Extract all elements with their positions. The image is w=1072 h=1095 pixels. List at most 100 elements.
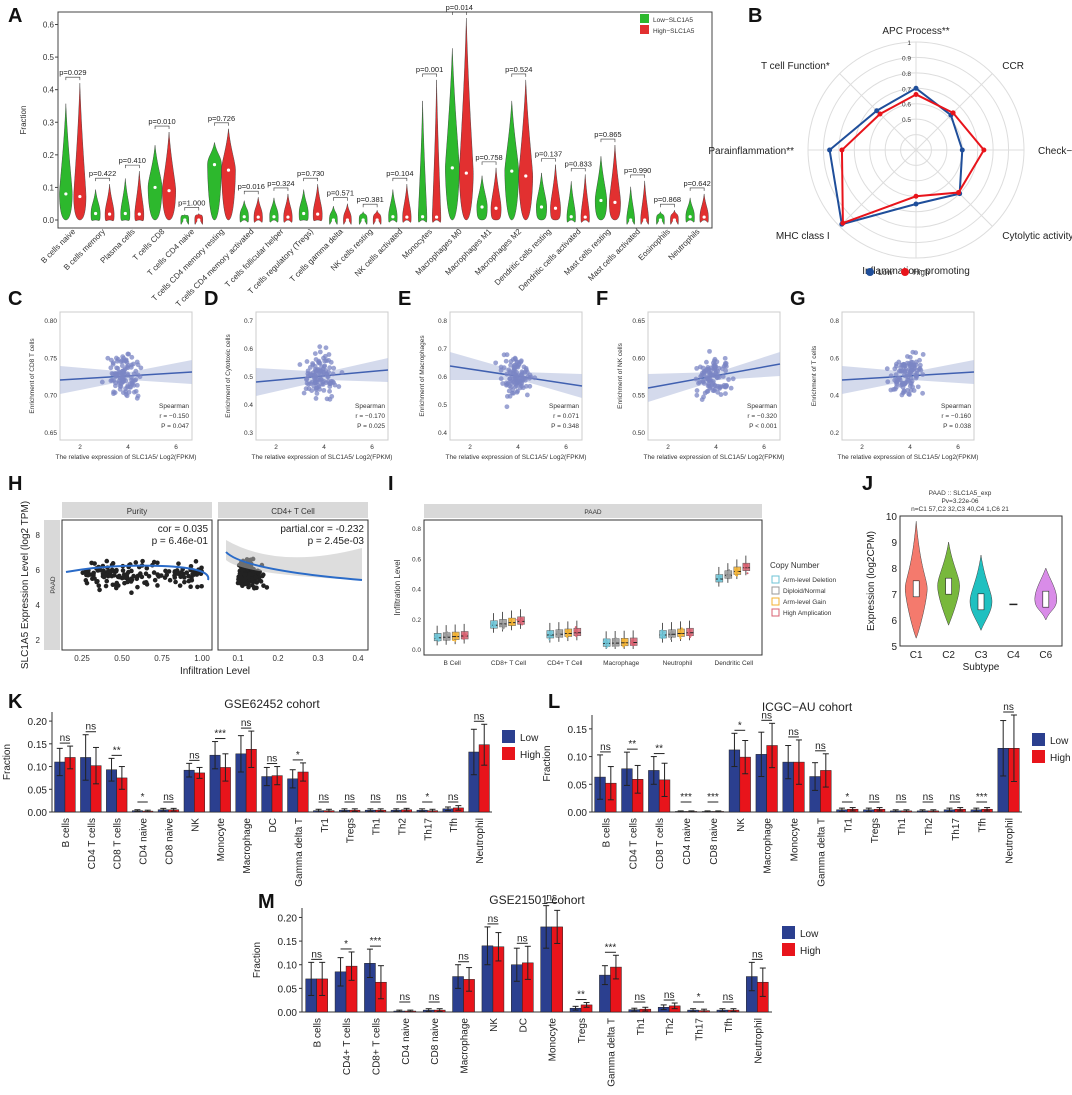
facet-strip-label: Purity <box>127 507 147 516</box>
scatter-point <box>520 385 526 391</box>
median-dot <box>242 215 246 219</box>
loess-line <box>225 551 363 581</box>
category-label: B cells <box>601 818 612 847</box>
jitter-point <box>504 625 507 628</box>
p-value-label: p=0.324 <box>267 179 294 188</box>
chart-title: GSE21501 cohort <box>489 893 585 907</box>
jitter-point <box>549 635 552 638</box>
side-strip <box>44 520 60 650</box>
legend-swatch-high <box>901 268 909 276</box>
violin <box>283 193 293 223</box>
radar-point <box>913 91 919 97</box>
scatter-point <box>309 388 315 394</box>
p-value-label: p=0.029 <box>59 68 86 77</box>
stat-r: r = 0.071 <box>553 413 579 420</box>
scatter-point <box>155 560 160 566</box>
scatter-point <box>253 574 258 580</box>
scatter-point <box>532 375 538 381</box>
y-tick: 0.50 <box>632 430 645 437</box>
scatter-point <box>125 579 130 585</box>
significance-label: ns <box>400 992 411 1003</box>
p-value-label: p = 2.45e-03 <box>308 536 365 547</box>
radar-axis-label: CCR <box>1002 61 1024 72</box>
scatter-point <box>705 375 711 381</box>
violin <box>656 210 665 225</box>
panel-letter-i: I <box>388 473 394 495</box>
scatter-point <box>332 382 338 388</box>
panel-letter-f: F <box>596 288 608 310</box>
scatter-point <box>317 349 323 355</box>
panel-letter-h: H <box>8 473 22 495</box>
legend-swatch <box>771 586 780 595</box>
title-line-1: PAAD :: SLC1A5_exp <box>929 490 992 497</box>
category-label: B cells <box>61 818 72 847</box>
category-label: Th1 <box>897 818 908 836</box>
scatter-point <box>239 567 245 573</box>
scatter-point <box>716 374 722 380</box>
scatter-point <box>913 350 919 356</box>
scatter-point <box>324 371 330 377</box>
legend-swatch-low <box>866 268 874 276</box>
category-label: Gamma delta T <box>294 818 305 887</box>
category-label: Th17 <box>951 818 962 841</box>
jitter-point <box>502 626 505 629</box>
jitter-point <box>575 633 578 636</box>
scatter-point <box>91 570 96 576</box>
jitter-point <box>727 574 730 577</box>
scatter-point <box>318 368 324 374</box>
category-label: Tfh <box>978 818 989 832</box>
jitter-point <box>453 633 456 636</box>
scatter-point <box>312 351 318 357</box>
median-dot <box>510 169 514 173</box>
category-label: Macrophage <box>460 1018 471 1074</box>
stat-p: P = 0.025 <box>357 423 385 430</box>
significance-label: ns <box>752 949 763 960</box>
scatter-point <box>508 384 514 390</box>
scatter-point <box>176 561 181 566</box>
significance-label: *** <box>214 729 226 740</box>
category-label: Mast cells activated <box>586 227 642 283</box>
jitter-point <box>499 624 502 627</box>
median-dot <box>599 198 603 203</box>
p-value-label: p = 6.46e-01 <box>152 536 209 547</box>
violin <box>699 193 709 223</box>
category-label: CD8 T cells <box>113 818 124 869</box>
radar-axis-label: Cytolytic activity <box>1002 231 1072 242</box>
category-label: Neutrophil <box>475 818 486 864</box>
median-dot <box>658 218 663 222</box>
scatter-point <box>699 372 705 378</box>
category-label: Gamma delta T <box>606 1018 617 1087</box>
scatter-point <box>693 376 699 382</box>
x-tick: 6 <box>370 444 374 451</box>
median-dot <box>167 189 171 193</box>
x-tick: 4 <box>908 444 912 451</box>
category-label: Neutrophil <box>663 660 693 667</box>
scatter-point <box>907 354 913 360</box>
median-dot <box>672 218 677 222</box>
jitter-point <box>462 636 465 639</box>
median-dot <box>553 206 558 210</box>
y-axis-label: Enrichment of T cells <box>811 345 818 406</box>
scatter-point <box>704 359 709 365</box>
box <box>912 580 920 598</box>
radar-point <box>950 110 956 116</box>
jitter-point <box>680 627 683 630</box>
y-tick: 0.00 <box>568 808 588 819</box>
jitter-point <box>568 629 571 632</box>
significance-label: *** <box>605 942 617 953</box>
facet-strip-label: PAAD <box>584 509 602 516</box>
scatter-point <box>503 382 509 388</box>
median-dot <box>64 192 68 196</box>
radar-point <box>874 108 880 114</box>
y-axis-label: Enrichment of CD8 T cells <box>29 338 36 414</box>
category-label: Monocyte <box>790 818 801 862</box>
y-axis-label-a: Fraction <box>19 106 28 135</box>
jitter-point <box>678 635 681 638</box>
jitter-point <box>663 635 666 638</box>
median-dot <box>643 218 647 222</box>
violin <box>670 210 679 225</box>
scatter-point <box>120 354 126 360</box>
scatter-point <box>339 370 345 375</box>
category-label: CD8 naive <box>430 1018 441 1065</box>
x-tick: 6 <box>174 444 178 451</box>
